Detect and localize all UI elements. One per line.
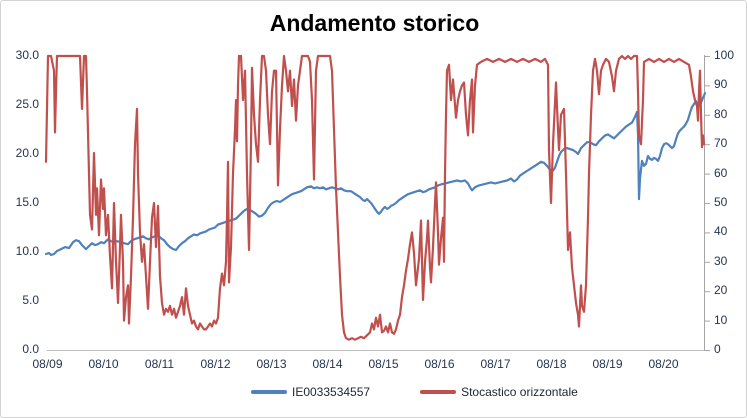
right-axis-tick-label: 90 — [714, 77, 728, 92]
right-axis-tick-label: 70 — [714, 136, 728, 151]
x-axis-tick-label: 08/16 — [424, 357, 455, 371]
right-axis-tick-label: 80 — [714, 106, 728, 121]
left-axis-tick-label: 0.0 — [22, 342, 39, 356]
x-axis-tick-label: 08/18 — [536, 357, 567, 371]
right-axis-tick-label: 50 — [714, 195, 728, 209]
x-axis-tick-label: 08/09 — [32, 357, 63, 371]
legend-item-fund[interactable]: IE0033534557 — [251, 385, 370, 399]
x-axis-tick-label: 08/13 — [256, 357, 287, 371]
right-axis-tick-label: 0 — [714, 342, 721, 356]
left-axis-tick-label: 25.0 — [15, 97, 39, 111]
series-line-fund[interactable] — [44, 92, 707, 256]
right-axis-tick-label: 30 — [714, 253, 728, 268]
right-axis-tick-label: 10 — [714, 312, 728, 327]
right-axis-tick-label: 20 — [714, 283, 728, 298]
x-axis-tick-label: 08/12 — [200, 357, 231, 371]
left-axis-tick-label: 15.0 — [15, 195, 39, 209]
legend-label-fund: IE0033534557 — [292, 385, 371, 399]
x-axis-tick-label: 08/17 — [480, 357, 511, 371]
legend-marker-line-red — [420, 390, 457, 394]
legend-label-stochastic: Stocastico orizzontale — [461, 385, 578, 399]
chart-title: Andamento storico — [269, 10, 480, 36]
legend-item-stochastic[interactable]: Stocastico orizzontale — [420, 385, 578, 399]
x-axis-tick-label: 08/20 — [648, 357, 679, 371]
right-axis-tick-label: 100 — [714, 48, 735, 62]
x-axis-tick-label: 08/14 — [312, 357, 343, 371]
legend: IE0033534557 Stocastico orizzontale — [251, 385, 578, 399]
x-axis-tick-label: 08/10 — [88, 357, 119, 371]
x-axis-tick-label: 08/11 — [144, 357, 175, 371]
x-axis-tick-label: 08/19 — [592, 357, 623, 371]
x-axis-tick-label: 08/15 — [368, 357, 399, 371]
left-axis-tick-label: 30.0 — [15, 48, 39, 62]
left-axis-tick-label: 20.0 — [15, 146, 39, 160]
left-axis-tick-label: 10.0 — [15, 244, 39, 258]
right-axis-tick-label: 40 — [714, 224, 728, 239]
left-axis-tick-label: 5.0 — [22, 293, 39, 307]
right-axis-tick-label: 60 — [714, 165, 728, 180]
series-line-stochastic[interactable] — [44, 54, 706, 341]
legend-marker-line-blue — [251, 390, 287, 394]
